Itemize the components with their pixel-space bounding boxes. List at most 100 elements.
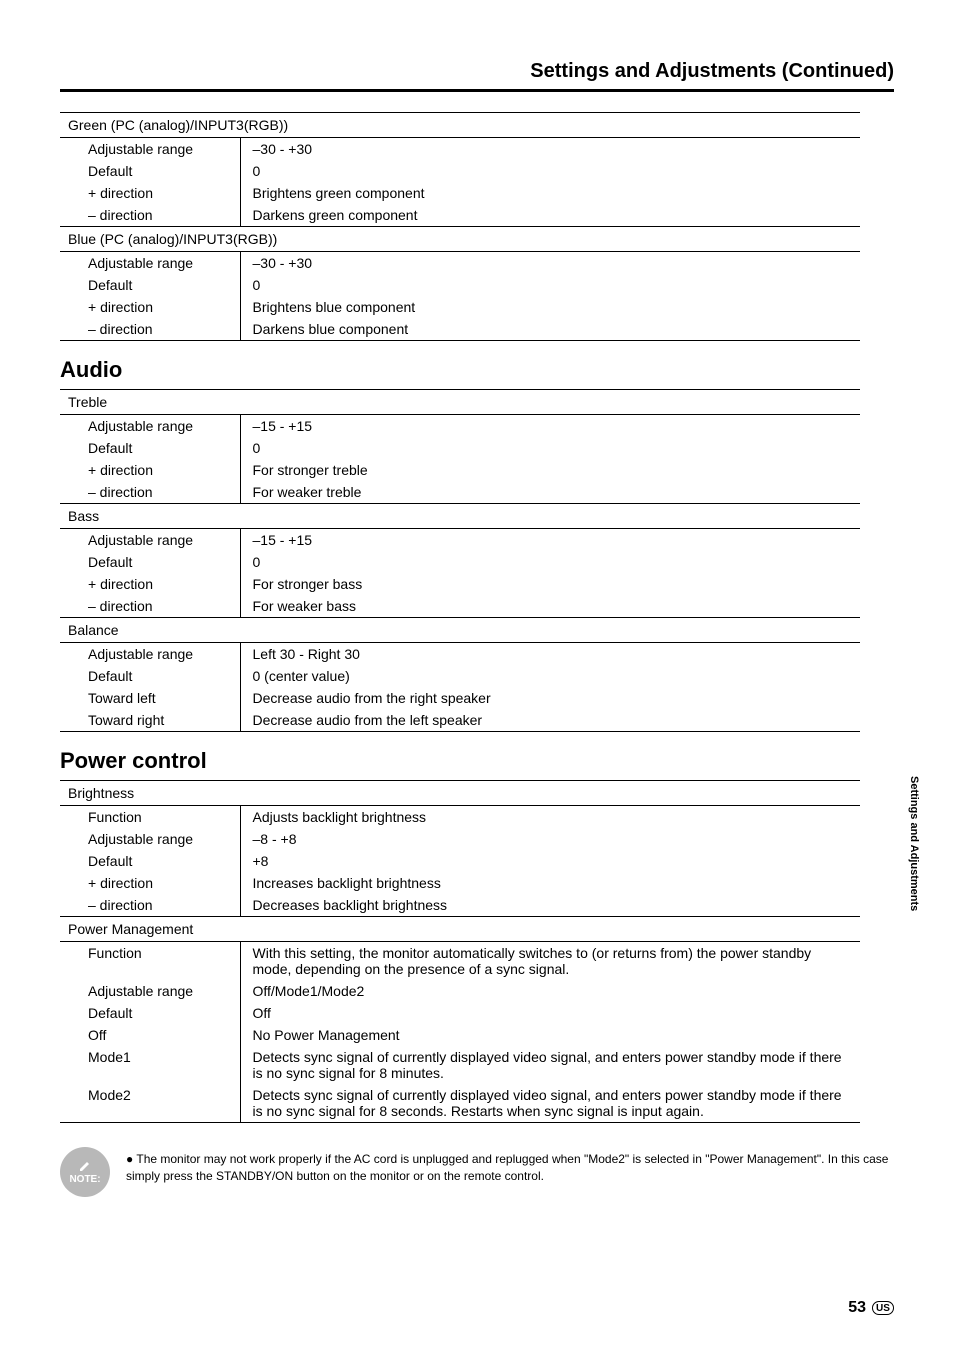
row-value: –30 - +30	[240, 252, 860, 275]
row-label: Adjustable range	[60, 643, 240, 666]
row-value: For weaker bass	[240, 595, 860, 618]
table-row: Default+8	[60, 850, 860, 872]
row-value: Brightens blue component	[240, 296, 860, 318]
row-label: – direction	[60, 481, 240, 504]
row-label: Function	[60, 806, 240, 829]
group-header: Blue (PC (analog)/INPUT3(RGB))	[60, 227, 860, 252]
table-row: Default0	[60, 160, 860, 182]
table-row: Mode2Detects sync signal of currently di…	[60, 1084, 860, 1123]
row-value: Darkens green component	[240, 204, 860, 227]
table-row: Default0	[60, 551, 860, 573]
group-header-row: Balance	[60, 618, 860, 643]
table-row: + directionFor stronger bass	[60, 573, 860, 595]
table-row: + directionBrightens green component	[60, 182, 860, 204]
row-value: –30 - +30	[240, 138, 860, 161]
page-number-area: 53 US	[848, 1299, 894, 1317]
row-value: For weaker treble	[240, 481, 860, 504]
row-value: Left 30 - Right 30	[240, 643, 860, 666]
table-row: – directionFor weaker bass	[60, 595, 860, 618]
section-title: Audio	[60, 357, 860, 383]
row-value: 0	[240, 437, 860, 459]
table-row: FunctionWith this setting, the monitor a…	[60, 942, 860, 981]
row-value: 0	[240, 551, 860, 573]
table-row: DefaultOff	[60, 1002, 860, 1024]
table-row: – directionDarkens blue component	[60, 318, 860, 341]
row-value: Detects sync signal of currently display…	[240, 1046, 860, 1084]
table-row: + directionIncreases backlight brightnes…	[60, 872, 860, 894]
table-row: Toward rightDecrease audio from the left…	[60, 709, 860, 732]
group-header-row: Brightness	[60, 781, 860, 806]
row-label: + direction	[60, 573, 240, 595]
row-label: Adjustable range	[60, 252, 240, 275]
row-label: Mode1	[60, 1046, 240, 1084]
row-value: Decreases backlight brightness	[240, 894, 860, 917]
table-row: Toward leftDecrease audio from the right…	[60, 687, 860, 709]
row-value: +8	[240, 850, 860, 872]
row-value: 0	[240, 160, 860, 182]
row-value: Brightens green component	[240, 182, 860, 204]
group-header: Brightness	[60, 781, 860, 806]
row-label: – direction	[60, 204, 240, 227]
page-header: Settings and Adjustments (Continued)	[60, 60, 894, 92]
row-label: Default	[60, 437, 240, 459]
main-content: Green (PC (analog)/INPUT3(RGB))Adjustabl…	[60, 112, 860, 1123]
table-row: Adjustable range–15 - +15	[60, 415, 860, 438]
group-header-row: Green (PC (analog)/INPUT3(RGB))	[60, 113, 860, 138]
row-label: + direction	[60, 296, 240, 318]
row-label: Adjustable range	[60, 980, 240, 1002]
table-row: Adjustable range–8 - +8	[60, 828, 860, 850]
table-row: + directionBrightens blue component	[60, 296, 860, 318]
row-label: Adjustable range	[60, 529, 240, 552]
row-value: 0	[240, 274, 860, 296]
row-label: + direction	[60, 872, 240, 894]
row-value: 0 (center value)	[240, 665, 860, 687]
group-header: Power Management	[60, 917, 860, 942]
table-row: Adjustable rangeOff/Mode1/Mode2	[60, 980, 860, 1002]
group-header-row: Blue (PC (analog)/INPUT3(RGB))	[60, 227, 860, 252]
spec-table: BrightnessFunctionAdjusts backlight brig…	[60, 780, 860, 1123]
row-label: Function	[60, 942, 240, 981]
row-value: –15 - +15	[240, 415, 860, 438]
row-label: Default	[60, 665, 240, 687]
table-row: Default0	[60, 437, 860, 459]
row-value: No Power Management	[240, 1024, 860, 1046]
pencil-icon	[79, 1160, 91, 1172]
section-title: Power control	[60, 748, 860, 774]
side-tab: Settings and Adjustments	[907, 776, 920, 911]
table-row: Adjustable range–30 - +30	[60, 138, 860, 161]
row-label: Adjustable range	[60, 828, 240, 850]
note-block: NOTE: The monitor may not work properly …	[60, 1147, 894, 1197]
spec-table: Green (PC (analog)/INPUT3(RGB))Adjustabl…	[60, 112, 860, 341]
table-row: – directionDecreases backlight brightnes…	[60, 894, 860, 917]
row-value: Decrease audio from the right speaker	[240, 687, 860, 709]
table-row: Adjustable range–30 - +30	[60, 252, 860, 275]
row-label: + direction	[60, 459, 240, 481]
spec-table: TrebleAdjustable range–15 - +15Default0+…	[60, 389, 860, 732]
group-header-row: Treble	[60, 390, 860, 415]
row-label: Default	[60, 160, 240, 182]
group-header: Bass	[60, 504, 860, 529]
row-label: – direction	[60, 894, 240, 917]
table-row: Adjustable range–15 - +15	[60, 529, 860, 552]
row-value: For stronger bass	[240, 573, 860, 595]
row-label: Default	[60, 274, 240, 296]
table-row: Default0 (center value)	[60, 665, 860, 687]
note-badge: NOTE:	[60, 1147, 110, 1197]
row-value: Increases backlight brightness	[240, 872, 860, 894]
row-value: Darkens blue component	[240, 318, 860, 341]
row-value: For stronger treble	[240, 459, 860, 481]
row-value: Off/Mode1/Mode2	[240, 980, 860, 1002]
table-row: Mode1Detects sync signal of currently di…	[60, 1046, 860, 1084]
table-row: Adjustable rangeLeft 30 - Right 30	[60, 643, 860, 666]
row-label: + direction	[60, 182, 240, 204]
row-label: – direction	[60, 595, 240, 618]
row-label: Off	[60, 1024, 240, 1046]
row-label: Mode2	[60, 1084, 240, 1123]
group-header: Green (PC (analog)/INPUT3(RGB))	[60, 113, 860, 138]
table-row: FunctionAdjusts backlight brightness	[60, 806, 860, 829]
page-number: 53	[848, 1299, 866, 1317]
row-label: – direction	[60, 318, 240, 341]
table-row: + directionFor stronger treble	[60, 459, 860, 481]
row-label: Adjustable range	[60, 138, 240, 161]
group-header-row: Power Management	[60, 917, 860, 942]
